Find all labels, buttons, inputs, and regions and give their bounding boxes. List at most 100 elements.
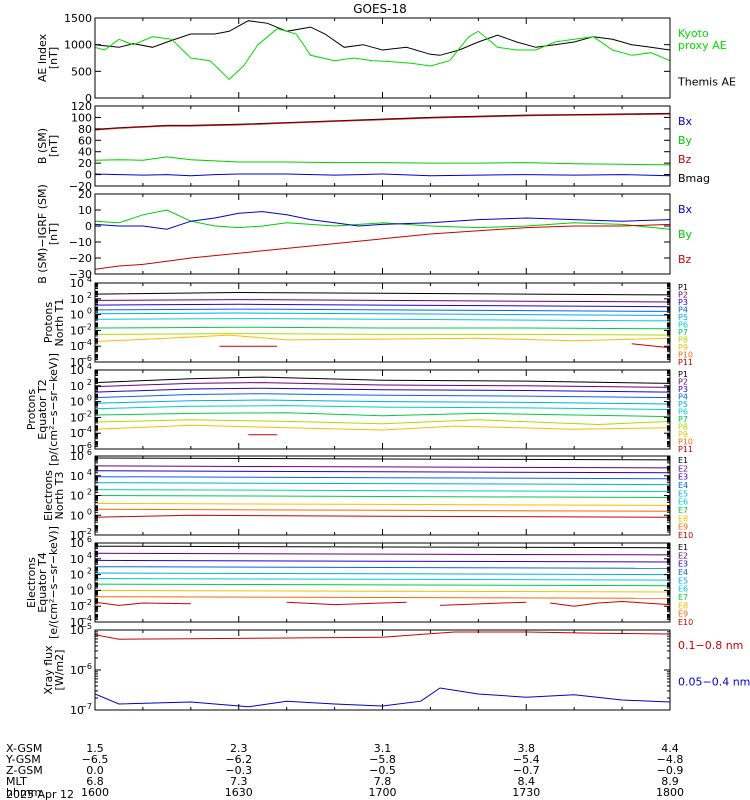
legend-entry: Bmag — [678, 172, 710, 185]
y-tick-label: 10 — [70, 704, 84, 717]
x-row-label: MLT — [6, 775, 27, 788]
y-tick-label: 40 — [78, 146, 92, 159]
y-tick-exponent: 2 — [87, 291, 92, 300]
x-row-value: −0.7 — [513, 764, 540, 777]
x-row-value: 2.3 — [230, 742, 248, 755]
y-tick-label: 10 — [70, 309, 84, 322]
y-tick-exponent: 2 — [87, 378, 92, 387]
series-group — [95, 545, 670, 607]
series-line-e6 — [95, 578, 670, 581]
y-axis-label: [p/(cm²−s−sr−keV)] — [47, 353, 60, 466]
y-tick-exponent: −7 — [80, 702, 92, 711]
x-row-value: −6.5 — [82, 753, 109, 766]
legend-entry: E6 — [678, 585, 688, 594]
series-group — [95, 112, 670, 177]
series-group — [95, 20, 670, 80]
series-line-p7 — [95, 326, 670, 330]
legend-entry: E6 — [678, 498, 688, 507]
series-line-e10 — [550, 600, 670, 607]
legend-entry: Kyoto — [678, 27, 709, 40]
series-line-e10 — [95, 601, 191, 606]
date-label: 2025 Apr 12 — [6, 788, 74, 800]
y-tick-exponent: −5 — [80, 622, 92, 631]
series-line-e10 — [286, 601, 407, 606]
legend-entry: P4 — [678, 393, 688, 402]
y-tick-exponent: 6 — [87, 448, 92, 457]
series-group — [95, 291, 670, 349]
series-line-e7 — [95, 495, 670, 498]
legend-entry: Bx — [678, 203, 693, 216]
x-row-label: Y-GSM — [5, 753, 41, 766]
series-line-p4 — [95, 393, 670, 399]
legend-entry: P8 — [678, 423, 688, 432]
legend-entry: E4 — [678, 481, 688, 490]
y-tick-exponent: −4 — [80, 338, 92, 347]
y-tick-exponent: −4 — [80, 425, 92, 434]
legend-entry: Themis AE — [677, 75, 736, 88]
x-row-value: 6.8 — [86, 775, 104, 788]
series-line-p9 — [95, 334, 670, 342]
x-row-value: 0.0 — [86, 764, 104, 777]
legend-entry: E1 — [678, 543, 688, 552]
panel-frame — [94, 193, 671, 275]
legend-entry: E7 — [678, 506, 688, 515]
y-tick-label: 500 — [71, 65, 92, 78]
y-tick-label: 10 — [70, 340, 84, 353]
legend-entry: P6 — [678, 321, 688, 330]
series-line-p3 — [95, 303, 670, 308]
legend-entry: P11 — [678, 445, 693, 454]
series-group — [95, 376, 670, 436]
legend-entry: E2 — [678, 551, 688, 560]
series-line-themis-ae — [95, 20, 670, 56]
series-line-e2 — [95, 465, 670, 469]
panel-3: −30 −20 −10 0 10 20 B (SM)−IGRF (SM)[nT] Bx By Bz — [36, 184, 693, 284]
y-tick-exponent: 0 — [87, 507, 92, 516]
y-tick-exponent: −6 — [80, 662, 92, 671]
y-tick-label: 20 — [78, 188, 92, 201]
y-tick-exponent: −4 — [80, 614, 92, 623]
legend-entry: E8 — [678, 601, 688, 610]
x-row-value: 4.4 — [661, 742, 679, 755]
legend-entry: P3 — [678, 385, 688, 394]
y-axis-label: B (SM)−IGRF (SM) — [36, 184, 49, 284]
x-row-value: −0.3 — [225, 764, 252, 777]
y-tick-label: 10 — [70, 600, 84, 613]
y-tick-label: 10 — [70, 443, 84, 456]
series-line-e10 — [95, 514, 670, 518]
legend-entry: proxy AE — [678, 39, 727, 52]
y-axis-label: North T3 — [53, 472, 66, 520]
legend-entry: 0.05−0.4 nm — [678, 675, 750, 688]
legend-entry: By — [678, 134, 693, 147]
series-line-kyoto-proxy-ae — [95, 28, 670, 80]
series-line-e3 — [95, 470, 670, 474]
legend-entry: E9 — [678, 523, 688, 532]
y-tick-label: 80 — [78, 123, 92, 136]
legend-entry: P10 — [678, 438, 693, 447]
x-row-label: Z-GSM — [6, 764, 43, 777]
x-row-value: 8.4 — [518, 775, 536, 788]
legend-entry: E2 — [678, 464, 688, 473]
y-tick-exponent: −6 — [80, 354, 92, 363]
x-axis-table: X-GSM 1.5 2.3 3.1 3.8 4.4 Y-GSM −6.5 −6.2 −5.8 −5.… — [5, 742, 684, 800]
x-row-value: 1730 — [512, 786, 540, 799]
y-tick-exponent: −2 — [80, 409, 92, 418]
x-row-value: 1630 — [225, 786, 253, 799]
legend-entry: E10 — [678, 618, 693, 627]
legend-entry: E5 — [678, 576, 688, 585]
y-tick-label: 10 — [70, 380, 84, 393]
y-tick-label: 10 — [70, 324, 84, 337]
series-line-p5 — [95, 399, 670, 405]
legend-entry: P2 — [678, 378, 688, 387]
y-tick-label: 20 — [78, 157, 92, 170]
y-axis-label: Protons — [42, 302, 55, 343]
y-tick-label: 10 — [70, 293, 84, 306]
x-row-value: 3.8 — [518, 742, 536, 755]
x-row-value: 3.1 — [374, 742, 392, 755]
y-tick-label: 1500 — [64, 12, 92, 25]
y-tick-label: −30 — [69, 268, 92, 281]
series-line-e2 — [95, 552, 670, 556]
